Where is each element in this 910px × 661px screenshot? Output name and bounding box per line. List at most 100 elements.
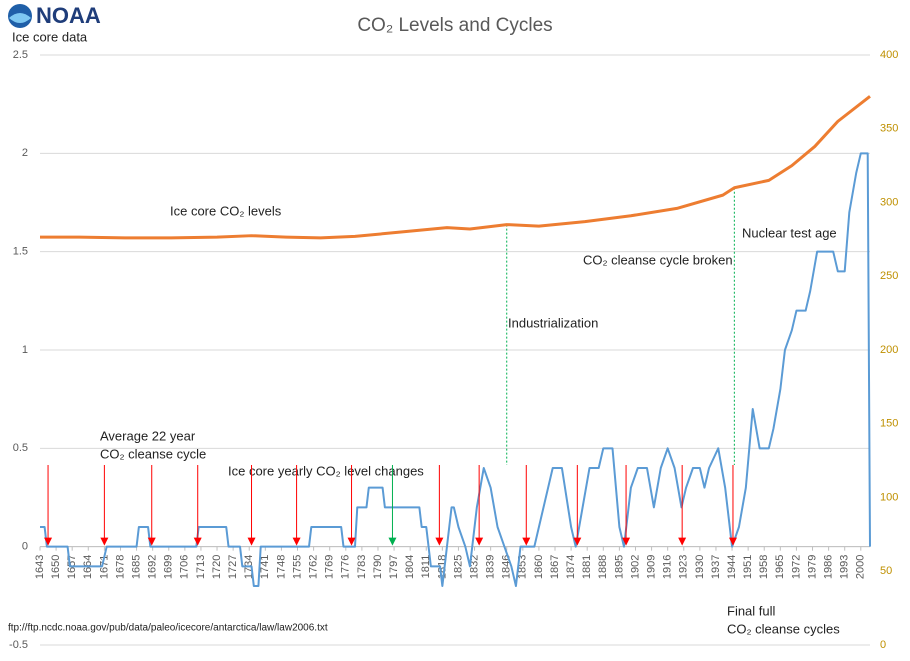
y2-tick-label: 200	[880, 344, 898, 356]
y2-tick-label: 150	[880, 418, 898, 430]
arrow-head	[573, 537, 582, 546]
arrow	[475, 465, 484, 546]
x-tick-label: 1902	[629, 555, 641, 579]
x-tick-label: 1993	[839, 555, 851, 579]
x-tick-label: 1944	[726, 555, 738, 579]
arrow	[522, 465, 531, 546]
arrow-head	[678, 537, 687, 546]
annotation: Nuclear test age	[742, 225, 837, 240]
arrow	[728, 465, 737, 546]
y-axis-label: Ice core data	[12, 29, 88, 44]
y-tick-label: 1.5	[13, 246, 28, 258]
x-tick-label: 1643	[34, 555, 46, 579]
x-tick-label: 1811	[420, 555, 432, 579]
x-tick-label: 1972	[790, 555, 802, 579]
annotation: CO₂ cleanse cycle	[100, 446, 206, 461]
x-tick-label: 1923	[678, 555, 690, 579]
source: ftp://ftp.ncdc.noaa.gov/pub/data/paleo/i…	[8, 623, 328, 634]
x-tick-label: 1881	[581, 555, 593, 579]
x-tick-label: 1895	[613, 555, 625, 579]
arrow	[435, 465, 444, 546]
x-tick-label: 1930	[694, 555, 706, 579]
x-tick-label: 1874	[565, 555, 577, 579]
y-tick-label: 1	[22, 344, 28, 356]
arrow	[347, 465, 356, 546]
y2-tick-label: 350	[880, 123, 898, 135]
series-line	[40, 152, 871, 587]
y2-tick-label: 100	[880, 491, 898, 503]
y2-tick-label: 250	[880, 270, 898, 282]
x-tick-label: 1671	[98, 555, 110, 579]
arrow	[147, 465, 156, 546]
arrow-head	[292, 537, 301, 546]
arrow	[573, 465, 582, 546]
y2-tick-label: 300	[880, 196, 898, 208]
series-line	[40, 95, 871, 240]
x-tick-label: 1804	[404, 555, 416, 579]
x-tick-label: 1706	[179, 555, 191, 579]
annotation: Industrialization	[508, 315, 598, 330]
x-tick-label: 2000	[855, 555, 867, 579]
arrow-head	[193, 537, 202, 546]
annotation: Average 22 year	[100, 428, 196, 443]
arrow	[193, 465, 202, 546]
arrow	[388, 465, 397, 546]
logo: NOAA	[8, 3, 101, 28]
y2-tick-label: 400	[880, 49, 898, 61]
y-tick-label: -0.5	[9, 639, 28, 651]
arrow-head	[622, 537, 631, 546]
x-tick-label: 1937	[710, 555, 722, 579]
x-tick-label: 1965	[774, 555, 786, 579]
logo-wave	[9, 13, 31, 23]
x-tick-label: 1699	[163, 555, 175, 579]
x-tick-label: 1755	[291, 555, 303, 579]
arrow-head	[44, 537, 53, 546]
annotation: Final full	[727, 603, 776, 618]
x-tick-label: 1958	[758, 555, 770, 579]
arrow-head	[475, 537, 484, 546]
y2-tick-label: 50	[880, 565, 892, 577]
x-tick-label: 1650	[50, 555, 62, 579]
x-tick-label: 1797	[388, 555, 400, 579]
x-tick-label: 1951	[742, 555, 754, 579]
x-tick-label: 1748	[275, 555, 287, 579]
x-tick-label: 1839	[485, 555, 497, 579]
annotation: CO₂ cleanse cycles	[727, 621, 840, 636]
x-tick-label: 1867	[549, 555, 561, 579]
annotation: Ice core CO₂ levels	[170, 203, 282, 218]
arrow-head	[247, 537, 256, 546]
arrow-head	[147, 537, 156, 546]
x-tick-label: 1692	[147, 555, 159, 579]
y-tick-label: 2.5	[13, 49, 28, 61]
y-tick-label: 2	[22, 147, 28, 159]
x-tick-label: 1888	[597, 555, 609, 579]
x-tick-label: 1685	[130, 555, 142, 579]
arrow	[100, 465, 109, 546]
x-tick-label: 1741	[259, 555, 271, 579]
arrow-head	[388, 537, 397, 546]
arrow-head	[100, 537, 109, 546]
y-tick-label: 0.5	[13, 442, 28, 454]
arrow	[247, 465, 256, 546]
arrow	[292, 465, 301, 546]
x-tick-label: 1790	[372, 555, 384, 579]
x-tick-label: 1986	[823, 555, 835, 579]
x-tick-label: 1909	[645, 555, 657, 579]
annotation: Ice core yearly CO₂ level changes	[228, 463, 424, 478]
x-tick-label: 1678	[114, 555, 126, 579]
arrow-head	[728, 537, 737, 546]
arrow-head	[435, 537, 444, 546]
annotation: CO₂ cleanse cycle broken	[583, 252, 733, 267]
y2-tick-label: 0	[880, 639, 886, 651]
x-tick-label: 1860	[533, 555, 545, 579]
x-tick-label: 1825	[452, 555, 464, 579]
x-tick-label: 1727	[227, 555, 239, 579]
logo-text: NOAA	[36, 3, 101, 28]
arrow	[44, 465, 53, 546]
x-tick-label: 1713	[195, 555, 207, 579]
x-tick-label: 1783	[356, 555, 368, 579]
arrow	[622, 465, 631, 546]
x-tick-label: 1769	[324, 555, 336, 579]
x-tick-label: 1762	[308, 555, 320, 579]
